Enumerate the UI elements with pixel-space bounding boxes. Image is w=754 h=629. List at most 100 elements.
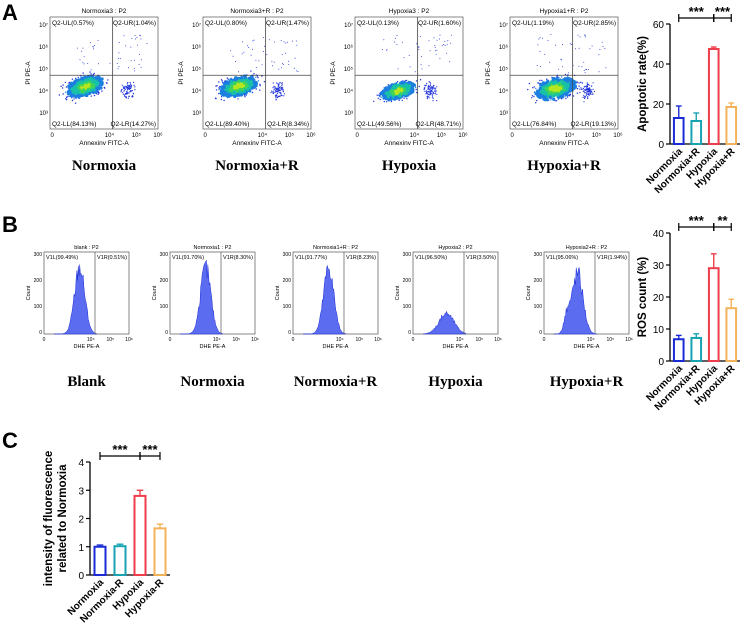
gate-right-label: V1R(0.51%) <box>97 255 127 261</box>
flow-dot <box>281 85 283 87</box>
flow-dot <box>550 99 552 101</box>
histogram: blank : P2 V1L(99.49%) V1R(0.51%) 300 200 100… <box>26 245 133 390</box>
flow-dot <box>589 88 591 90</box>
flow-dot <box>253 39 255 41</box>
flow-dot <box>250 86 255 90</box>
x-axis-label: Annexinv FITC-A <box>232 140 282 147</box>
flow-dot <box>65 86 68 88</box>
flow-dot <box>236 82 240 86</box>
flow-dot <box>403 57 405 59</box>
flow-dot <box>131 96 133 98</box>
flow-dot <box>278 85 280 87</box>
histogram: Normoxia1 : P2 V1L(91.70%) V1R(8.30%) 300 20… <box>152 245 259 390</box>
flow-dot <box>74 102 77 104</box>
flow-dot <box>81 50 83 52</box>
flow-dot <box>435 91 437 93</box>
bar <box>672 338 685 362</box>
quadrant-ur-label: Q2-UR(1.04%) <box>113 20 156 27</box>
y-tick-label: 40 <box>653 60 665 71</box>
flow-dot <box>244 96 246 98</box>
flow-dot <box>282 90 284 92</box>
flow-dot <box>232 55 234 57</box>
flow-dot <box>248 46 250 48</box>
flow-dot <box>432 97 434 99</box>
flow-dot <box>73 80 77 84</box>
y-axis-label: Apoptotic rate(%) <box>637 36 649 132</box>
flow-dot <box>428 81 430 83</box>
flow-dot <box>584 97 586 99</box>
flow-dot <box>435 90 437 92</box>
flow-dot <box>528 82 531 85</box>
flow-dot <box>585 92 587 94</box>
y-tick-label: 10⁴ <box>344 88 354 95</box>
flow-dot <box>429 89 431 91</box>
flow-dot <box>257 77 259 79</box>
flow-dot <box>426 97 428 100</box>
quadrant-ll-label: Q2-LL(89.40%) <box>205 121 249 128</box>
flow-dot <box>284 52 286 54</box>
flow-dot <box>73 98 75 100</box>
x-tick-label: 0 <box>412 337 415 343</box>
flow-dot <box>571 80 575 84</box>
flow-dot <box>444 44 446 46</box>
histogram: Hypoxia2 : P2 V1L(96.50%) V1R(3.50%) 300 200… <box>395 245 502 390</box>
flow-dot <box>279 92 281 94</box>
histogram-frame <box>412 251 499 335</box>
flow-dot <box>279 82 281 84</box>
flow-dot <box>557 83 561 87</box>
flow-dot <box>434 45 436 47</box>
y-tick-label: 200 <box>403 278 412 284</box>
flow-dot <box>384 91 388 95</box>
flow-dot <box>218 92 220 95</box>
y-tick-label: 100 <box>283 304 292 310</box>
flow-dot <box>118 42 120 43</box>
flow-dot <box>65 96 68 98</box>
flow-dot <box>130 85 132 87</box>
flow-dot <box>398 94 402 98</box>
flow-dot <box>126 88 129 90</box>
flow-dot <box>123 86 125 88</box>
flow-plot-caption: Normoxia <box>72 158 137 174</box>
flow-dot <box>282 63 284 64</box>
flow-dot <box>122 93 124 95</box>
flow-dot <box>241 53 243 55</box>
flow-dot <box>538 86 542 90</box>
flow-dot <box>431 91 433 93</box>
flow-dot <box>92 46 94 48</box>
flow-dot <box>136 37 138 38</box>
flow-dot <box>424 84 426 86</box>
flow-dot <box>264 45 265 47</box>
flow-dot <box>562 44 563 46</box>
quadrant-ul-label: Q2-UL(1.19%) <box>512 20 554 27</box>
flow-dot <box>419 36 421 38</box>
histogram: Hypoxia2+R : P2 V1L(95.06%) V1R(1.94%) 300 2… <box>526 245 633 390</box>
y-tick-label: 20 <box>653 293 665 304</box>
flow-dot <box>93 81 98 85</box>
flow-dot <box>219 86 221 88</box>
flow-dot <box>559 91 563 96</box>
flow-dot <box>69 84 73 88</box>
flow-dot <box>586 96 589 98</box>
flow-dot <box>90 69 92 71</box>
y-tick-label: 200 <box>283 278 292 284</box>
flow-dot <box>214 97 217 99</box>
flow-dot <box>134 70 136 72</box>
flow-dot <box>390 83 393 86</box>
flow-dot <box>283 93 286 95</box>
y-tick-label: 300 <box>283 252 292 258</box>
flow-dot <box>93 72 95 75</box>
flow-dot <box>123 90 125 92</box>
flow-dot <box>95 93 98 95</box>
flow-dot <box>587 93 590 95</box>
y-tick-label: 10³ <box>344 111 353 117</box>
flow-dot <box>393 96 398 100</box>
flow-dot <box>554 84 558 88</box>
flow-dot <box>404 83 408 87</box>
flow-dot <box>397 68 399 70</box>
flow-dot <box>255 88 257 90</box>
flow-dot <box>577 34 579 36</box>
x-axis-label: DHE PE-A <box>323 344 349 350</box>
histogram-area <box>54 264 97 335</box>
flow-dot <box>122 92 124 94</box>
